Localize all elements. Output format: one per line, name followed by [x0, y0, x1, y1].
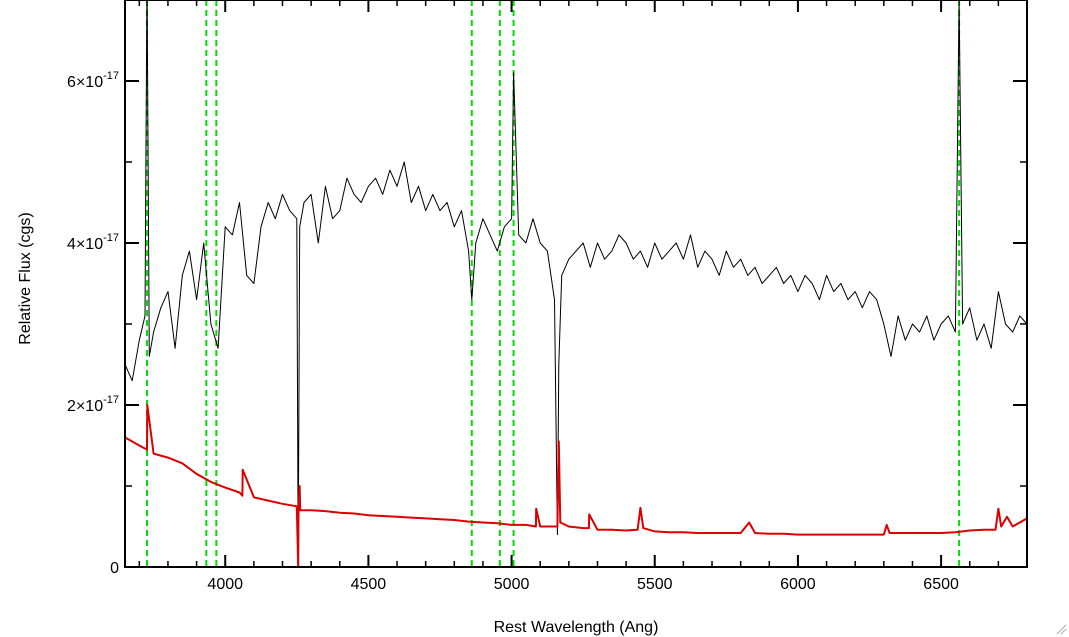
y-tick-label: 0 [110, 560, 119, 577]
plot-frame [124, 0, 1028, 568]
y-tick-label: 4×10-17 [67, 232, 119, 253]
x-tick-label: 6500 [923, 576, 959, 593]
x-tick-label: 5500 [637, 576, 673, 593]
y-tick-label: 2×10-17 [67, 394, 119, 415]
y-axis-title: Relative Flux (cgs) [17, 212, 34, 344]
x-tick-label: 5000 [494, 576, 530, 593]
x-tick-label: 6000 [780, 576, 816, 593]
x-axis-title: Rest Wavelength (Ang) [494, 619, 659, 636]
y-axis: 0 2×10-17 4×10-17 6×10-17 [67, 0, 1027, 577]
reference-lines [146, 0, 961, 567]
resize-grip-icon[interactable] [1055, 623, 1067, 635]
x-axis: 4000 4500 5000 5500 6000 6500 [138, 0, 1028, 593]
series-line-2 [124, 404, 1028, 568]
x-tick-label: 4000 [207, 576, 243, 593]
series-layer [124, 0, 1028, 568]
y-tick-label: 6×10-17 [67, 70, 119, 91]
series-line-1 [124, 0, 1028, 564]
x-tick-label: 4500 [351, 576, 387, 593]
